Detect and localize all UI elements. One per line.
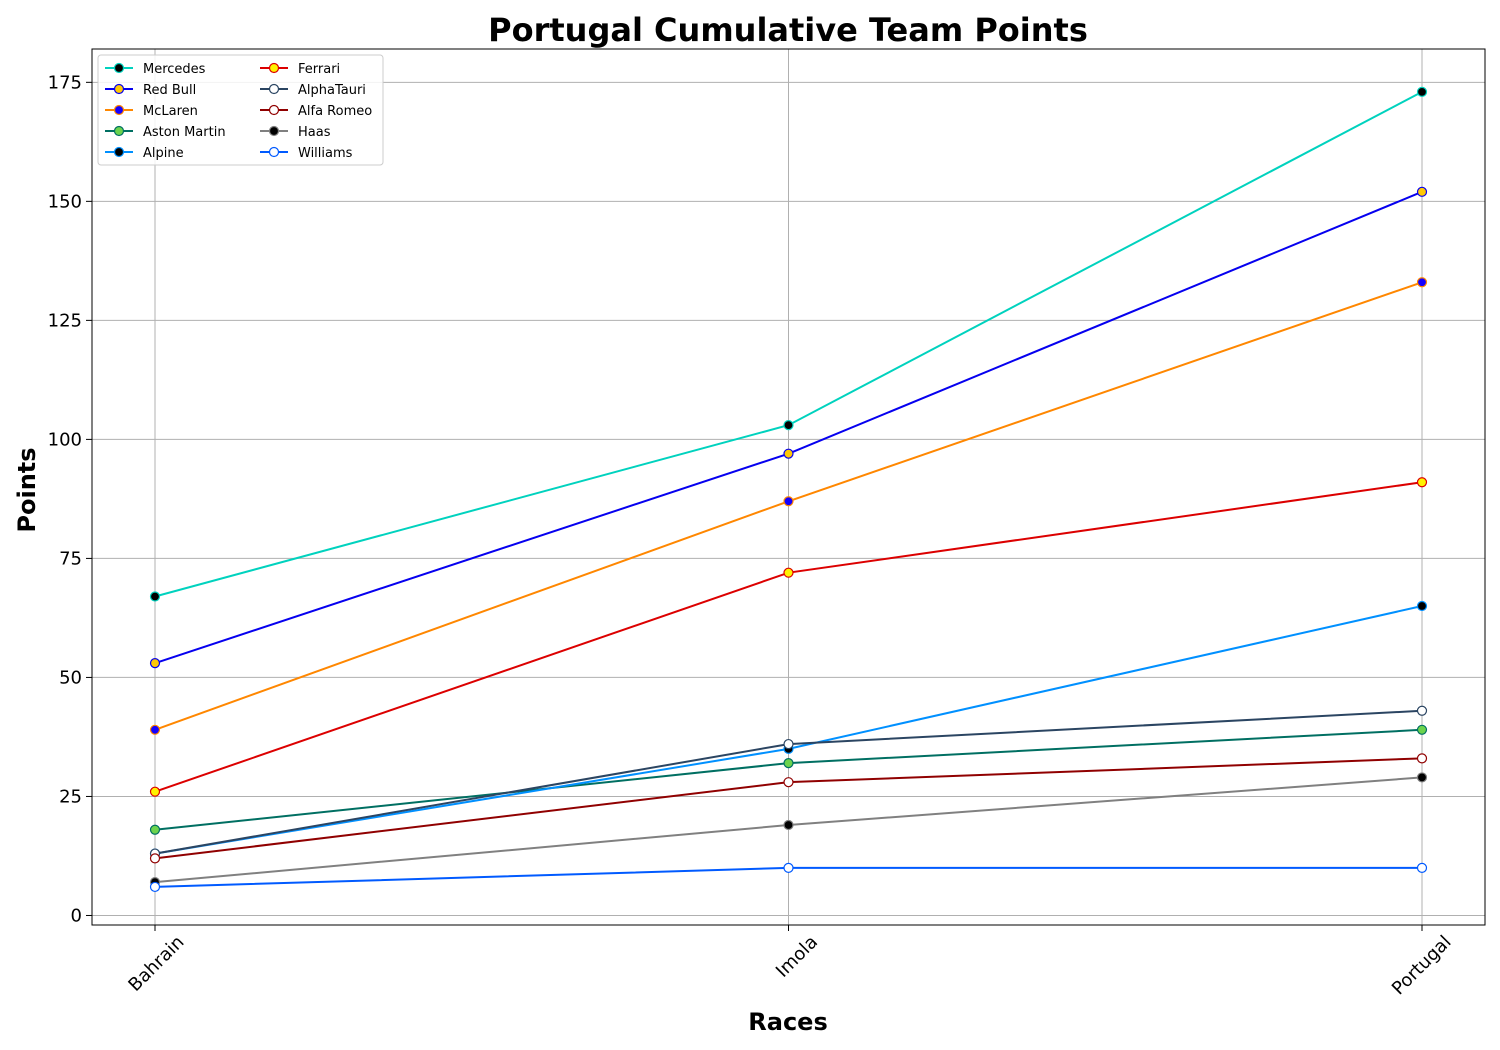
legend-entry: AlphaTauri	[298, 83, 366, 98]
data-point	[1416, 186, 1428, 197]
legend-marker	[268, 83, 280, 95]
legend-entry: Williams	[298, 146, 353, 161]
data-point	[149, 853, 161, 864]
x-tick-label: Bahrain	[124, 932, 188, 996]
data-point	[783, 738, 794, 750]
legend-box	[97, 54, 384, 166]
x-axis-label: Races	[748, 1008, 827, 1036]
legend-marker	[268, 146, 280, 158]
legend-entry: Haas	[298, 125, 331, 140]
y-tick-label: 75	[59, 548, 82, 569]
y-tick-label: 50	[59, 667, 82, 688]
data-point	[1416, 600, 1428, 612]
legend-marker	[113, 62, 125, 74]
legend-marker	[268, 125, 280, 137]
y-tick-label: 125	[48, 310, 82, 331]
data-point	[783, 862, 794, 873]
legend-marker	[113, 146, 125, 158]
data-point	[1416, 753, 1428, 764]
legend-marker	[268, 62, 280, 74]
data-point	[149, 786, 161, 797]
legend-entry: Alfa Romeo	[298, 104, 372, 119]
x-tick-label: Imola	[772, 932, 822, 982]
data-point	[783, 496, 794, 507]
data-point	[1416, 862, 1428, 873]
data-point	[783, 819, 794, 831]
data-point	[1416, 477, 1428, 488]
legend-entry: McLaren	[143, 104, 198, 119]
data-point	[1416, 724, 1428, 735]
y-tick-label: 0	[71, 905, 82, 926]
legend-marker	[113, 83, 125, 95]
chart-title: Portugal Cumulative Team Points	[488, 11, 1088, 49]
y-tick-label: 175	[48, 72, 82, 93]
legend-entry: Red Bull	[143, 83, 196, 98]
y-axis-label: Points	[13, 447, 41, 532]
legend-entry: Aston Martin	[143, 125, 226, 140]
y-tick-label: 150	[48, 191, 82, 212]
legend-marker	[268, 104, 280, 116]
legend: Mercedes Red Bull McLaren Aston Martin Alpin…	[97, 54, 384, 166]
data-point	[783, 448, 794, 459]
axes-frame	[91, 48, 1486, 926]
legend-marker	[113, 125, 125, 137]
data-point	[1416, 772, 1428, 783]
data-point	[1416, 277, 1428, 288]
data-point	[149, 824, 161, 835]
legend-entry: Mercedes	[143, 62, 206, 77]
legend-marker	[113, 104, 125, 116]
y-tick-label: 100	[48, 429, 82, 450]
data-point	[783, 777, 794, 788]
legend-entry: Alpine	[143, 146, 184, 161]
data-point	[149, 881, 161, 893]
data-point	[149, 591, 161, 602]
data-point	[783, 567, 794, 578]
data-point	[149, 658, 161, 669]
plot-area: 0 25 50 75 100 125 150 175 Bahrain Imola Portugal M…	[48, 48, 1486, 1000]
data-point	[149, 724, 161, 735]
y-tick-label: 25	[59, 786, 82, 807]
x-tick-label: Portugal	[1388, 932, 1456, 1000]
data-point	[783, 758, 794, 769]
data-point	[783, 420, 794, 431]
data-point	[1416, 86, 1428, 97]
data-point	[1416, 705, 1428, 716]
legend-entry: Ferrari	[298, 62, 340, 77]
